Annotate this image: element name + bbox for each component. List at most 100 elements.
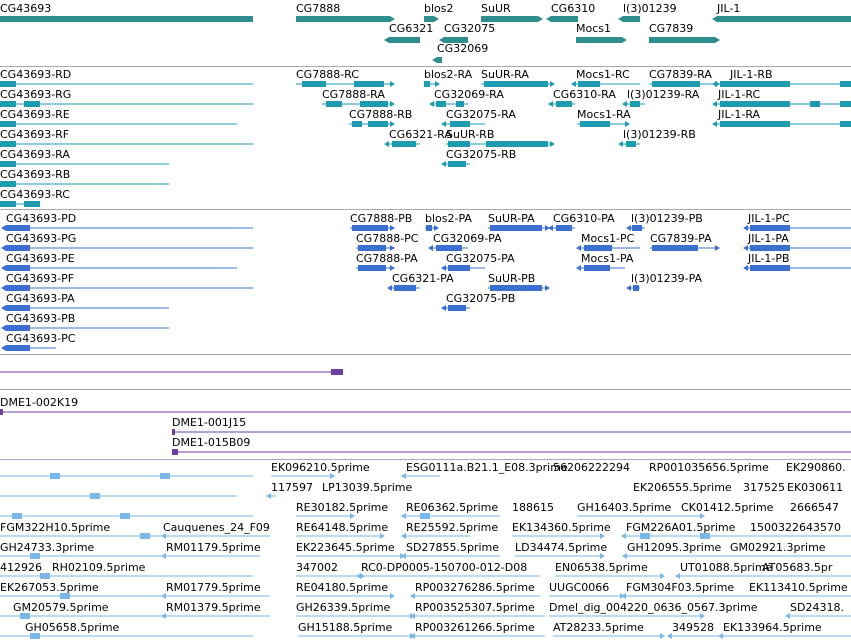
exon-glyph[interactable]	[584, 245, 612, 251]
transcript-glyph[interactable]	[576, 265, 581, 271]
transcript-glyph[interactable]	[410, 593, 415, 599]
genes-label[interactable]: l(3)01239	[623, 2, 677, 15]
exon-glyph[interactable]	[436, 101, 446, 107]
exon-glyph[interactable]	[486, 141, 548, 147]
ests-label[interactable]: 2666547	[790, 501, 839, 514]
ests-label[interactable]: EK206555.5prime	[633, 481, 732, 494]
transcript-glyph[interactable]	[626, 225, 631, 231]
exon-glyph[interactable]	[584, 265, 610, 271]
transcript-glyph[interactable]	[390, 225, 395, 231]
transcript-glyph[interactable]	[390, 593, 395, 599]
transcript-glyph[interactable]	[387, 285, 392, 291]
transcript-glyph[interactable]	[410, 633, 415, 639]
gene-glyph[interactable]	[432, 57, 437, 63]
exon-glyph[interactable]	[302, 81, 326, 87]
clones-label[interactable]: DME1-015B09	[172, 436, 251, 449]
ests-label[interactable]: EK223645.5prime	[296, 541, 395, 554]
exon-glyph[interactable]	[392, 141, 416, 147]
transcript-glyph[interactable]	[715, 245, 720, 251]
transcripts-predicted-label[interactable]: JIL-1-PA	[748, 232, 789, 245]
exon-glyph[interactable]	[640, 533, 650, 539]
clone-glyph[interactable]	[172, 429, 175, 435]
gene-glyph[interactable]	[296, 16, 390, 22]
exon-glyph[interactable]	[352, 225, 388, 231]
transcript-glyph[interactable]	[625, 121, 630, 127]
exon-glyph[interactable]	[6, 245, 30, 251]
transcript-glyph[interactable]	[384, 141, 389, 147]
exon-glyph[interactable]	[358, 245, 386, 251]
clone-glyph[interactable]	[172, 449, 178, 455]
ests-label[interactable]: EK030611	[787, 481, 844, 494]
transcripts-predicted-label[interactable]: CG43693-PF	[6, 272, 75, 285]
exon-glyph[interactable]	[6, 325, 30, 331]
transcript-glyph[interactable]	[390, 81, 395, 87]
transcript-glyph[interactable]	[428, 245, 433, 251]
ests-label[interactable]: FGM304F03.5prime	[626, 581, 735, 594]
exon-glyph[interactable]	[6, 305, 30, 311]
exon-glyph[interactable]	[60, 593, 70, 599]
gene-glyph[interactable]	[538, 16, 543, 22]
gene-glyph[interactable]	[622, 37, 627, 43]
transcript-glyph[interactable]	[350, 513, 355, 519]
genes-label[interactable]: blos2	[424, 2, 454, 15]
transcript-glyph[interactable]	[441, 265, 446, 271]
transcript-glyph[interactable]	[660, 573, 665, 579]
transcripts-predicted-label[interactable]: blos2-PA	[425, 212, 472, 225]
exon-glyph[interactable]	[484, 81, 548, 87]
transcript-glyph[interactable]	[161, 533, 166, 539]
gene-glyph[interactable]	[715, 37, 720, 43]
transcripts-predicted-label[interactable]: CG7888-PC	[356, 232, 419, 245]
transcript-glyph[interactable]	[161, 593, 166, 599]
transcript-glyph[interactable]	[435, 81, 440, 87]
exon-glyph[interactable]	[0, 181, 16, 187]
gene-glyph[interactable]	[717, 16, 851, 22]
genes-label[interactable]: CG43693	[0, 2, 52, 15]
transcripts-predicted-label[interactable]: CG6321-PA	[392, 272, 454, 285]
genes-label[interactable]: CG32075	[444, 22, 496, 35]
transcripts-predicted-label[interactable]: CG43693-PA	[6, 292, 75, 305]
exon-glyph[interactable]	[652, 245, 698, 251]
transcripts-curated-label[interactable]: CG43693-RA	[0, 148, 70, 161]
gene-glyph[interactable]	[576, 37, 622, 43]
transcript-glyph[interactable]	[1, 305, 6, 311]
ests-label[interactable]: 117597	[271, 481, 313, 494]
ests-label[interactable]: EK096210.5prime	[271, 461, 370, 474]
exon-glyph[interactable]	[700, 533, 710, 539]
exon-glyph[interactable]	[0, 161, 16, 167]
ests-label[interactable]: RC0-DP0005-150700-012-D08	[361, 561, 528, 574]
exon-glyph[interactable]	[626, 141, 636, 147]
ests-label[interactable]: RP003261266.5prime	[415, 621, 535, 634]
exon-glyph[interactable]	[490, 225, 542, 231]
transcripts-curated-label[interactable]: CG43693-RD	[0, 68, 72, 81]
exon-glyph[interactable]	[24, 201, 40, 207]
transcripts-curated-label[interactable]: CG43693-RE	[0, 108, 70, 121]
exon-glyph[interactable]	[352, 121, 362, 127]
transcripts-curated-label[interactable]: CG7888-RB	[349, 108, 413, 121]
transcript-glyph[interactable]	[429, 101, 434, 107]
ests-label[interactable]: RE06362.5prime	[406, 501, 499, 514]
genes-label[interactable]: CG6321	[389, 22, 434, 35]
genes-label[interactable]: Mocs1	[576, 22, 611, 35]
transcript-glyph[interactable]	[1, 345, 6, 351]
ests-label[interactable]: 1500322643570	[750, 521, 841, 534]
ests-label[interactable]: RE25592.5prime	[406, 521, 499, 534]
transcript-glyph[interactable]	[626, 285, 631, 291]
exon-glyph[interactable]	[6, 225, 30, 231]
exon-glyph[interactable]	[556, 225, 572, 231]
transcript-glyph[interactable]	[1, 265, 6, 271]
transcripts-predicted-label[interactable]: CG7839-PA	[650, 232, 712, 245]
transcripts-curated-label[interactable]: CG32075-RB	[446, 148, 517, 161]
transcripts-curated-label[interactable]: CG7888-RA	[322, 88, 385, 101]
ests-label[interactable]: RP001035656.5prime	[649, 461, 769, 474]
ests-label[interactable]: RM01779.5prime	[166, 581, 261, 594]
ests-label[interactable]: Dmel_dig_004220_0636_0567.3prime	[549, 601, 758, 614]
exon-glyph[interactable]	[394, 285, 416, 291]
transcript-glyph[interactable]	[621, 593, 626, 599]
ests-label[interactable]: 412926	[0, 561, 42, 574]
transcript-glyph[interactable]	[401, 473, 406, 479]
gene-glyph[interactable]	[439, 37, 444, 43]
exon-glyph[interactable]	[24, 101, 40, 107]
transcripts-curated-label[interactable]: CG32069-RA	[434, 88, 504, 101]
exon-glyph[interactable]	[354, 81, 384, 87]
exon-glyph[interactable]	[652, 81, 700, 87]
